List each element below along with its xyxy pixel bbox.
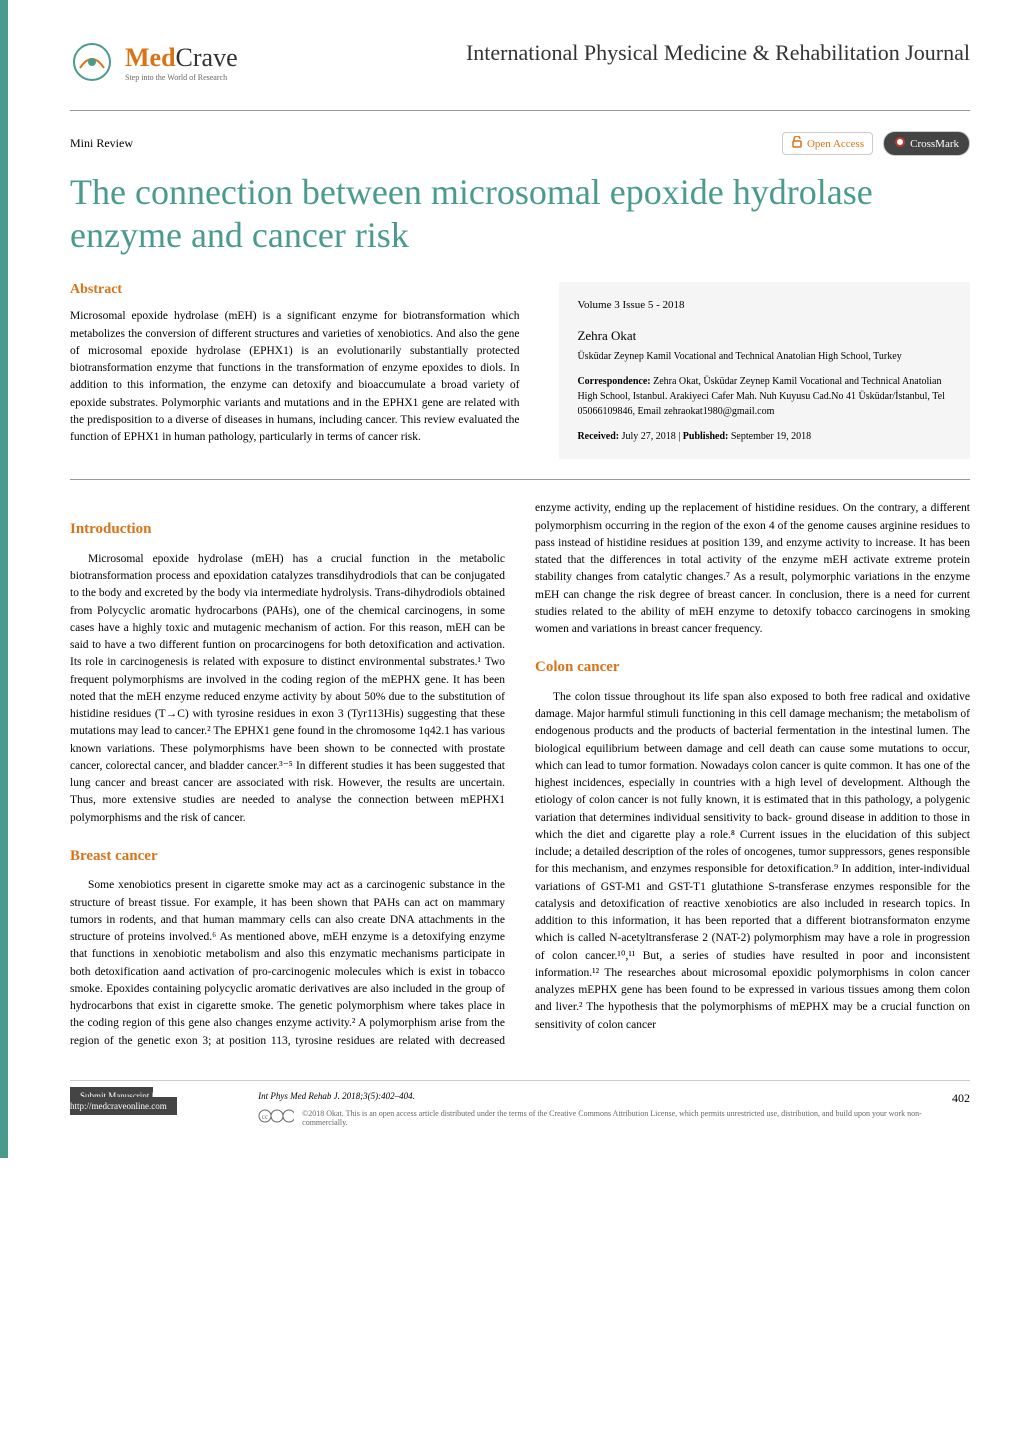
license-row: cc ©2018 Okat. This is an open access ar… [258,1109,952,1128]
header: MedCrave Step into the World of Research… [70,40,970,85]
article-info-sidebar: Volume 3 Issue 5 - 2018 Zehra Okat Üsküd… [559,282,970,459]
crossmark-label: CrossMark [910,138,959,150]
logo-wordmark-plain: Crave [176,43,238,72]
article-title: The connection between microsomal epoxid… [70,171,970,257]
badges: Open Access CrossMark [782,131,970,156]
article-type: Mini Review [70,136,133,151]
svg-text:cc: cc [262,1113,268,1121]
abstract-block: Abstract Microsomal epoxide hydrolase (m… [70,282,519,459]
footer-left: Submit Manuscript | http://medcraveonlin… [70,1091,258,1111]
publisher-logo-icon [70,40,115,85]
submit-manuscript-button[interactable]: Submit Manuscript | http://medcraveonlin… [70,1087,177,1115]
logo-block: MedCrave Step into the World of Research [70,40,238,85]
left-accent-bar [0,0,8,1158]
received-label: Received: [577,431,619,442]
open-access-badge[interactable]: Open Access [782,132,873,155]
meta-row: Mini Review Open Access CrossMark [70,131,970,156]
published-date: September 19, 2018 [731,431,811,442]
received-date: July 27, 2018 [622,431,676,442]
cc-icon: cc [258,1109,294,1128]
article-dates: Received: July 27, 2018 | Published: Sep… [577,429,952,444]
intro-paragraph: Microsomal epoxide hydrolase (mEH) has a… [70,551,505,827]
page-number: 402 [952,1091,970,1106]
breast-cancer-heading: Breast cancer [70,845,505,868]
author-affiliation: Üsküdar Zeynep Kamil Vocational and Tech… [577,349,952,364]
correspondence: Correspondence: Zehra Okat, Üsküdar Zeyn… [577,374,952,419]
issue-info: Volume 3 Issue 5 - 2018 [577,297,952,314]
colon-cancer-paragraph: The colon tissue throughout its life spa… [535,689,970,1034]
abstract-heading: Abstract [70,282,519,298]
lock-open-icon [791,136,803,151]
author-name: Zehra Okat [577,326,952,346]
crossmark-badge[interactable]: CrossMark [883,131,970,156]
copyright-text: ©2018 Okat. This is an open access artic… [302,1109,952,1127]
open-access-label: Open Access [807,138,864,150]
colon-cancer-heading: Colon cancer [535,656,970,679]
body-columns: Introduction Microsomal epoxide hydrolas… [70,500,970,1050]
submit-label: Submit Manuscript [80,1091,149,1101]
body-divider [70,479,970,480]
intro-heading: Introduction [70,518,505,541]
footer: Submit Manuscript | http://medcraveonlin… [70,1080,970,1128]
logo-wordmark-colored: Med [125,43,176,72]
header-divider [70,110,970,111]
journal-name: International Physical Medicine & Rehabi… [466,40,970,66]
citation: Int Phys Med Rehab J. 2018;3(5):402‒404. [258,1091,952,1101]
crossmark-icon [894,136,906,151]
logo-text: MedCrave Step into the World of Research [125,43,238,82]
footer-center: Int Phys Med Rehab J. 2018;3(5):402‒404.… [258,1091,952,1128]
logo-tagline: Step into the World of Research [125,73,238,82]
abstract-text: Microsomal epoxide hydrolase (mEH) is a … [70,308,519,446]
published-label: Published: [683,431,729,442]
abstract-sidebar-row: Abstract Microsomal epoxide hydrolase (m… [70,282,970,459]
correspondence-label: Correspondence: [577,376,650,387]
